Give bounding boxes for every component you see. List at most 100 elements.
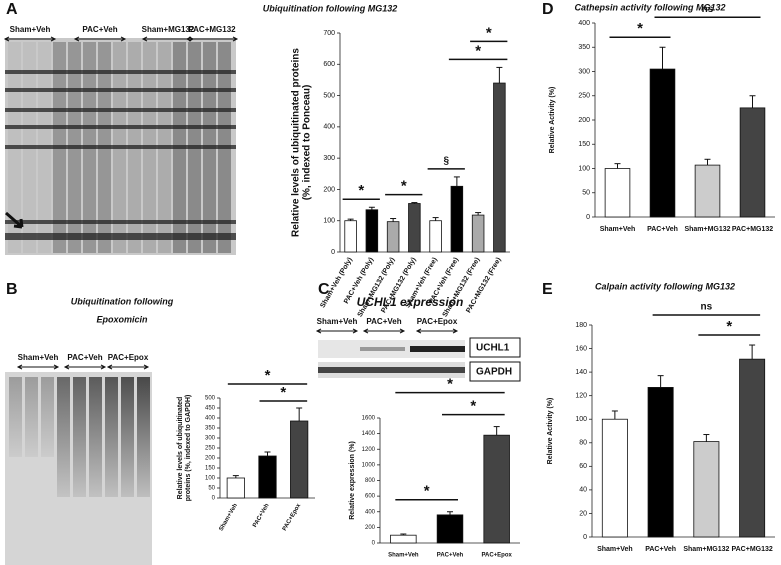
y-tick-label: 200 bbox=[365, 525, 376, 531]
y-tick-label: 100 bbox=[323, 218, 335, 225]
bar bbox=[429, 220, 442, 253]
y-tick-label: 400 bbox=[365, 509, 376, 515]
y-tick-label: 50 bbox=[208, 486, 215, 492]
lane-label: PAC+Veh bbox=[82, 25, 117, 34]
y-tick-label: 0 bbox=[586, 214, 590, 221]
y-tick-label: 250 bbox=[578, 93, 590, 100]
blot-lane bbox=[121, 377, 134, 497]
lane-arrow bbox=[63, 364, 107, 370]
chart-title: Cathepsin activity following MG132 bbox=[574, 2, 725, 12]
y-tick-label: 1000 bbox=[362, 462, 376, 468]
y-tick-label: 450 bbox=[205, 406, 216, 412]
x-tick-label: PAC+Veh bbox=[645, 546, 676, 553]
significance-label: * bbox=[265, 367, 271, 384]
significance-label: * bbox=[726, 318, 732, 335]
y-tick-label: 400 bbox=[578, 20, 590, 27]
blot-lane bbox=[73, 377, 86, 497]
y-axis-label: (%, indexed to Ponceau) bbox=[302, 85, 313, 201]
lane-arrow bbox=[3, 36, 57, 42]
x-tick-label: PAC+Epox bbox=[282, 502, 303, 532]
bar bbox=[647, 387, 674, 538]
y-tick-label: 500 bbox=[205, 396, 216, 402]
blot-band bbox=[5, 108, 236, 112]
lane-arrow bbox=[73, 36, 127, 42]
x-tick-label: PAC+Veh bbox=[252, 503, 271, 529]
chart-title: Ubiquitination following MG132 bbox=[263, 3, 398, 13]
panel-label: E bbox=[542, 281, 553, 298]
significance-label: * bbox=[470, 398, 476, 415]
y-axis-label: Relative Activity (%) bbox=[547, 398, 554, 465]
y-tick-label: 250 bbox=[205, 446, 216, 452]
y-tick-label: 100 bbox=[578, 165, 590, 172]
panel-label: D bbox=[542, 1, 554, 18]
blot-band bbox=[360, 347, 405, 351]
bar bbox=[471, 214, 485, 253]
y-tick-label: 180 bbox=[575, 322, 587, 329]
bar bbox=[290, 420, 309, 499]
y-tick-label: 100 bbox=[205, 476, 216, 482]
x-tick-label: Sham+Veh bbox=[388, 553, 419, 559]
y-tick-label: 200 bbox=[205, 456, 216, 462]
significance-label: ns bbox=[701, 302, 713, 313]
significance-label: * bbox=[486, 24, 492, 41]
bar bbox=[258, 455, 277, 499]
y-tick-label: 600 bbox=[323, 61, 335, 68]
x-tick-label: PAC+MG132 bbox=[731, 546, 772, 553]
x-tick-label: Sham+MG132 bbox=[683, 546, 729, 553]
blot-band bbox=[5, 145, 236, 149]
y-tick-label: 60 bbox=[579, 463, 587, 470]
y-tick-label: 120 bbox=[575, 393, 587, 400]
blot-lane bbox=[9, 377, 22, 457]
y-tick-label: 300 bbox=[323, 155, 335, 162]
blot-lane bbox=[105, 377, 118, 497]
lane-label: PAC+Epox bbox=[108, 353, 149, 362]
lane-label: Sham+Veh bbox=[10, 25, 51, 34]
blot-band bbox=[5, 233, 236, 240]
lane-arrow bbox=[185, 36, 239, 42]
panel-label: B bbox=[6, 281, 18, 298]
significance-label: * bbox=[424, 483, 430, 500]
y-tick-label: 200 bbox=[323, 186, 335, 193]
significance-label: * bbox=[358, 182, 364, 199]
bar bbox=[739, 107, 766, 218]
y-tick-label: 350 bbox=[578, 44, 590, 51]
band-label-box bbox=[469, 361, 521, 382]
y-tick-label: 300 bbox=[205, 436, 216, 442]
lane-label: PAC+Veh bbox=[67, 353, 102, 362]
y-tick-label: 400 bbox=[205, 416, 216, 422]
bar bbox=[604, 168, 631, 218]
blot-lane bbox=[57, 377, 70, 497]
bar bbox=[693, 441, 720, 538]
bar bbox=[739, 358, 766, 538]
y-axis-label: Relative levels of ubiquitinated protein… bbox=[291, 48, 302, 237]
bar bbox=[450, 185, 464, 253]
y-tick-label: 160 bbox=[575, 345, 587, 352]
band-label-box bbox=[469, 337, 521, 358]
y-tick-label: 350 bbox=[205, 426, 216, 432]
y-tick-label: 40 bbox=[579, 487, 587, 494]
blot-lane bbox=[25, 377, 38, 457]
y-tick-label: 100 bbox=[575, 416, 587, 423]
lane-arrow bbox=[106, 364, 150, 370]
significance-label: * bbox=[637, 20, 643, 37]
bar bbox=[483, 434, 510, 544]
lane-label: Sham+Veh bbox=[317, 317, 358, 326]
blot-band bbox=[5, 125, 236, 129]
y-tick-label: 20 bbox=[579, 510, 587, 517]
bar bbox=[344, 220, 357, 253]
y-tick-label: 140 bbox=[575, 369, 587, 376]
bar bbox=[390, 534, 417, 544]
y-tick-label: 500 bbox=[323, 92, 335, 99]
lane-arrow bbox=[315, 328, 359, 334]
significance-label: § bbox=[443, 156, 449, 167]
significance-label: ns bbox=[702, 4, 714, 15]
lane-arrow bbox=[16, 364, 60, 370]
y-tick-label: 600 bbox=[365, 494, 376, 500]
y-tick-label: 0 bbox=[583, 534, 587, 541]
lane-label: Sham+MG132 bbox=[142, 25, 195, 34]
y-axis-label: proteins (%, indexed to GAPDH) bbox=[185, 395, 192, 502]
bar bbox=[649, 68, 676, 218]
panel-label: A bbox=[6, 1, 18, 18]
blot-band bbox=[5, 220, 236, 224]
lane-label: PAC+Veh bbox=[366, 317, 401, 326]
